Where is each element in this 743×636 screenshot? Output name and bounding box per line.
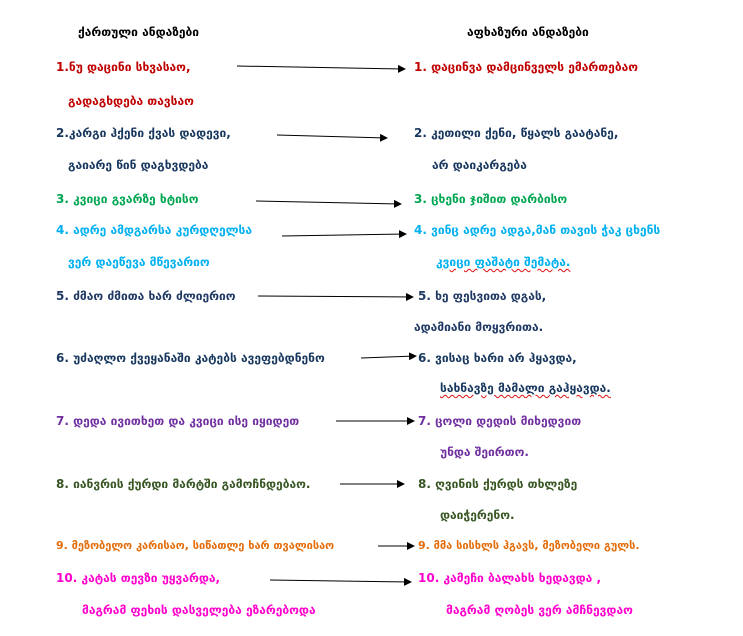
- abkhaz-proverb-3-line-1: 3. ცხენი ჯიშით დარბისო: [414, 192, 568, 206]
- abkhaz-proverb-7-line-2: უნდა შეირთო.: [440, 445, 529, 459]
- georgian-proverb-7-line-1: 7. დედა ივითხეთ და კვიცი ისე იყიდეთ: [56, 414, 300, 428]
- georgian-proverb-1-line-1: 1.ნუ დაცინი სხვასაო,: [56, 60, 191, 74]
- arrow-row-1: [236, 64, 406, 73]
- abkhaz-proverb-2-line-2: არ დაიკარგება: [432, 158, 527, 172]
- abkhaz-proverb-10-line-2: მაგრამ ღობეს ვერ ამჩნევდაო: [446, 603, 633, 617]
- arrow-row-5: [257, 292, 414, 301]
- georgian-proverb-1-line-2: გადაგხდება თავსაო: [68, 94, 194, 108]
- abkhaz-proverb-4-line-2: კვიცი ფაშატი შემატა.: [436, 255, 571, 269]
- abkhaz-proverb-9-line-1: 9. მმა სისხლს ჰგავს, მეზობელი გულს.: [418, 539, 640, 552]
- georgian-proverb-2-line-2: გაიარე წინ დაგხვდება: [68, 158, 209, 172]
- abkhaz-proverb-10-line-1: 10. კამეჩი ბალახს ხედავდა ,: [418, 571, 602, 585]
- left-column-header: ქართული ანდაზები: [78, 25, 200, 39]
- abkhaz-proverb-5-line-2: ადამიანი მოყვრითა.: [414, 320, 544, 334]
- arrow-row-4: [281, 230, 407, 239]
- georgian-proverb-9-line-1: 9. მეზობელო კარისაო, სიწათლე ხარ თვალისა…: [56, 539, 335, 552]
- arrow-row-6: [360, 352, 417, 361]
- abkhaz-proverb-8-line-2: დაიჭერენო.: [440, 508, 515, 522]
- georgian-proverb-6-line-1: 6. უძაღლო ქვეყანაში კატებს ავეფებდნენო: [56, 351, 325, 365]
- arrow-row-10: [269, 577, 412, 586]
- abkhaz-proverb-5-line-1: 5. ხე ფესვითა დგას,: [418, 289, 547, 303]
- georgian-proverb-8-line-1: 8. იანვრის ქურდი მარტში გამოჩნდებაო.: [56, 477, 311, 491]
- right-column-header: აფხაზური ანდაზები: [467, 25, 589, 39]
- georgian-proverb-4-line-1: 4. ადრე ამდგარსა კურდღელსა: [56, 223, 253, 237]
- abkhaz-proverb-4-line-1: 4. ვინც ადრე ადგა,მან თავის ჭაკ ცხენს: [414, 223, 661, 237]
- georgian-proverb-10-line-2: მაგრამ ფეხის დასველება ეზარებოდა: [82, 603, 316, 617]
- abkhaz-proverb-6-line-1: 6. ვისაც ხარი არ ჰყავდა,: [418, 351, 577, 365]
- abkhaz-proverb-7-line-1: 7. ცოლი დედის მიხედვით: [418, 414, 582, 428]
- abkhaz-proverb-1-line-1: 1. დაცინვა დამცინველს ემართებაო: [414, 60, 638, 74]
- arrow-row-3: [255, 199, 402, 208]
- abkhaz-proverb-8-line-1: 8. ღვინის ქურდს თხლეზე: [418, 477, 578, 491]
- georgian-proverb-10-line-1: 10. კატას თევზი უყვარდა,: [56, 571, 221, 585]
- abkhaz-proverb-2-line-1: 2. კეთილი ქენი, წყალს გაატანე,: [414, 126, 619, 140]
- georgian-proverb-3-line-1: 3. კვიცი გვარზე ხტისო: [56, 192, 199, 206]
- abkhaz-proverb-6-line-2: სახნავზე მამალი გაჰყავდა.: [440, 381, 611, 395]
- arrow-row-2: [276, 133, 388, 142]
- georgian-proverb-4-line-2: ვერ დაეწევა მწევარიო: [68, 255, 210, 269]
- georgian-proverb-5-line-1: 5. ძმაო ძმითა ხარ ძლიერიო: [56, 289, 236, 303]
- georgian-proverb-2-line-1: 2.კარგი ჰქენი ქვას დადევი,: [56, 126, 231, 140]
